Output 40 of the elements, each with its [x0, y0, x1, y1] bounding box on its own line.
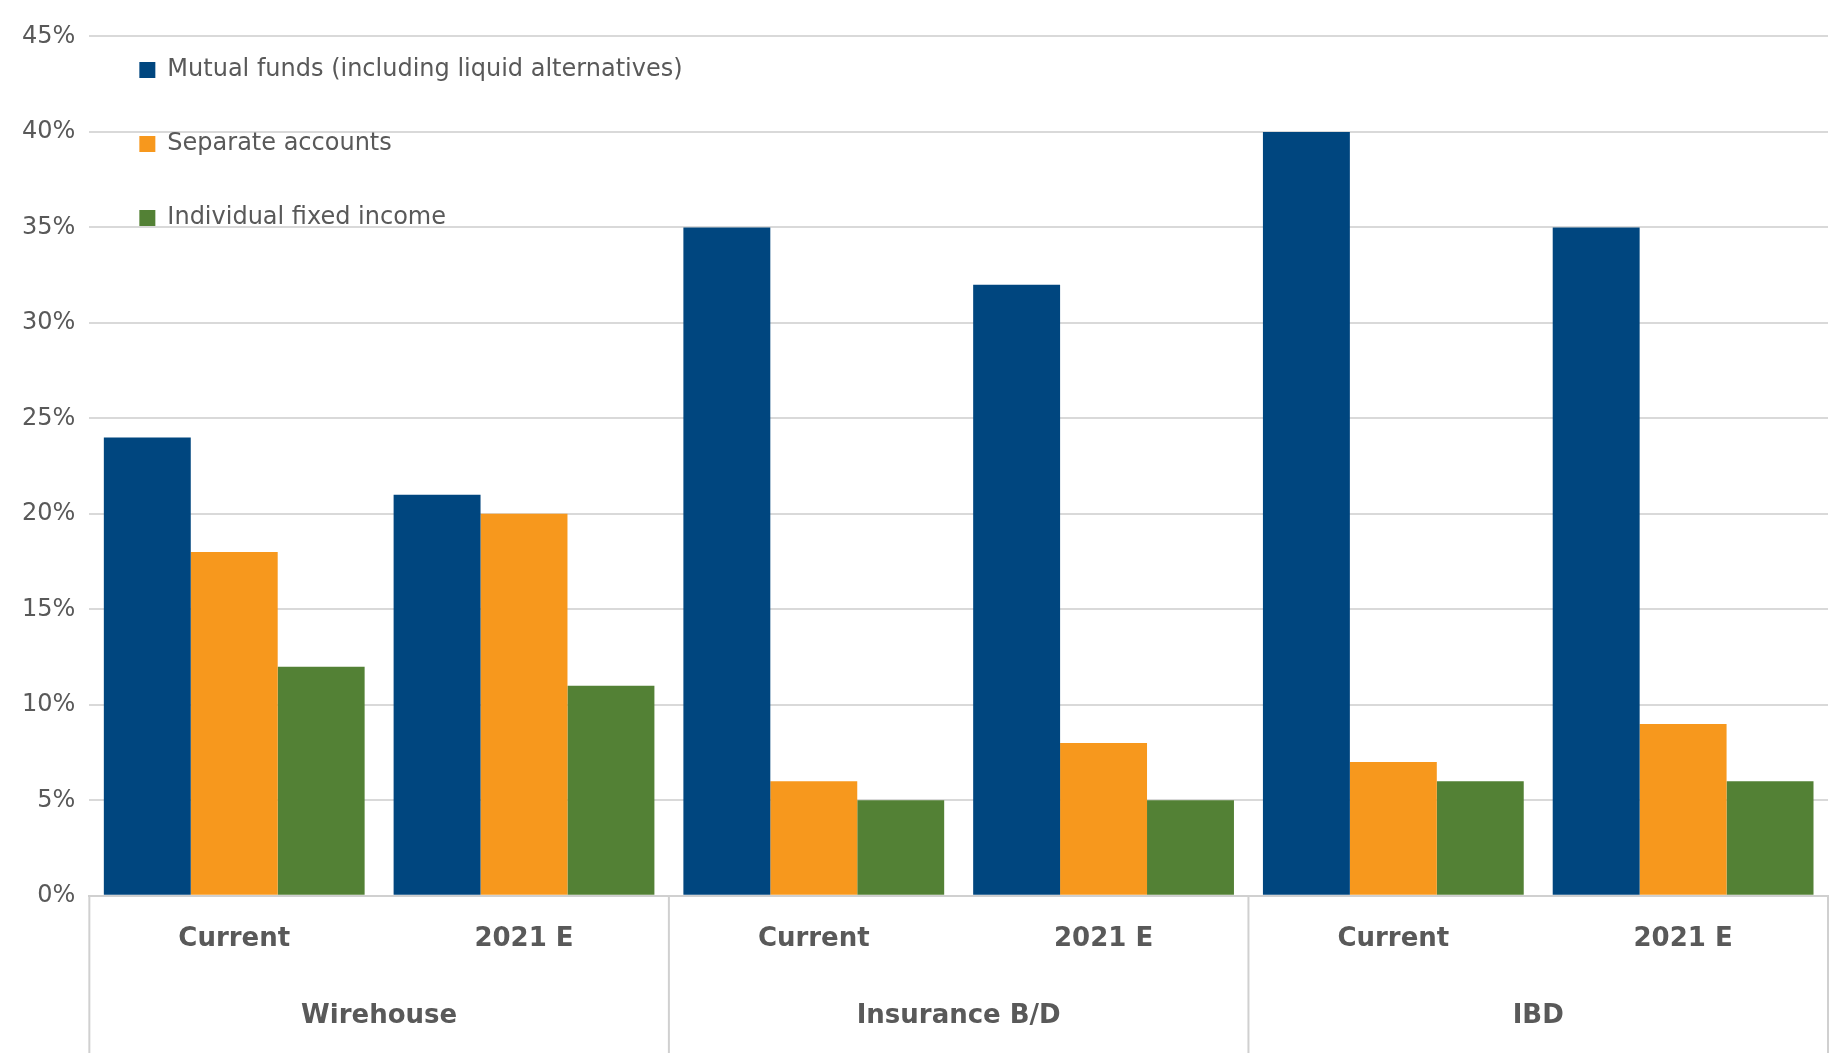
text: Insurance B/D	[856, 998, 1061, 1029]
y-tick-label: 40%	[22, 116, 76, 145]
y-tick-label: 20%	[22, 498, 76, 527]
bar	[1552, 227, 1640, 895]
y-tick-label: 25%	[22, 402, 76, 431]
bar	[480, 513, 568, 895]
x-tick-label: 2021 E	[1633, 922, 1733, 953]
x-tick-label: Current	[178, 922, 291, 953]
bar	[190, 552, 278, 895]
bar	[1436, 781, 1524, 895]
bar	[857, 800, 945, 895]
bar	[683, 227, 771, 895]
bar	[393, 494, 481, 895]
bar	[1262, 131, 1350, 895]
bar	[1060, 743, 1148, 895]
y-tick-label: 15%	[22, 593, 76, 622]
bar	[973, 284, 1061, 895]
y-tick-label: 10%	[22, 689, 76, 718]
y-tick-label: 45%	[22, 20, 76, 49]
legend-label: Separate accounts	[167, 128, 392, 157]
x-tick-label: Current	[757, 922, 870, 953]
bar	[1726, 781, 1814, 895]
x-tick-label: 2021 E	[1053, 922, 1154, 953]
y-tick-label: 5%	[37, 784, 76, 813]
x-tick-label: Current	[1337, 922, 1450, 953]
bar	[567, 685, 655, 895]
legend-label: Mutual funds (including liquid alternatives)	[167, 54, 683, 83]
x-tick-label: 2021 E	[474, 922, 574, 953]
bar	[277, 666, 365, 895]
text: Wirehouse	[301, 998, 458, 1029]
bar	[1147, 800, 1234, 895]
legend-label: Individual fixed income	[167, 202, 446, 231]
text: IBD	[1512, 998, 1564, 1029]
bar	[770, 781, 858, 895]
y-tick-label: 35%	[22, 211, 76, 240]
bar	[1349, 762, 1437, 895]
y-tick-label: 30%	[22, 307, 76, 336]
bar	[103, 437, 191, 895]
bar	[1639, 723, 1727, 895]
y-tick-label: 0%	[37, 880, 76, 909]
